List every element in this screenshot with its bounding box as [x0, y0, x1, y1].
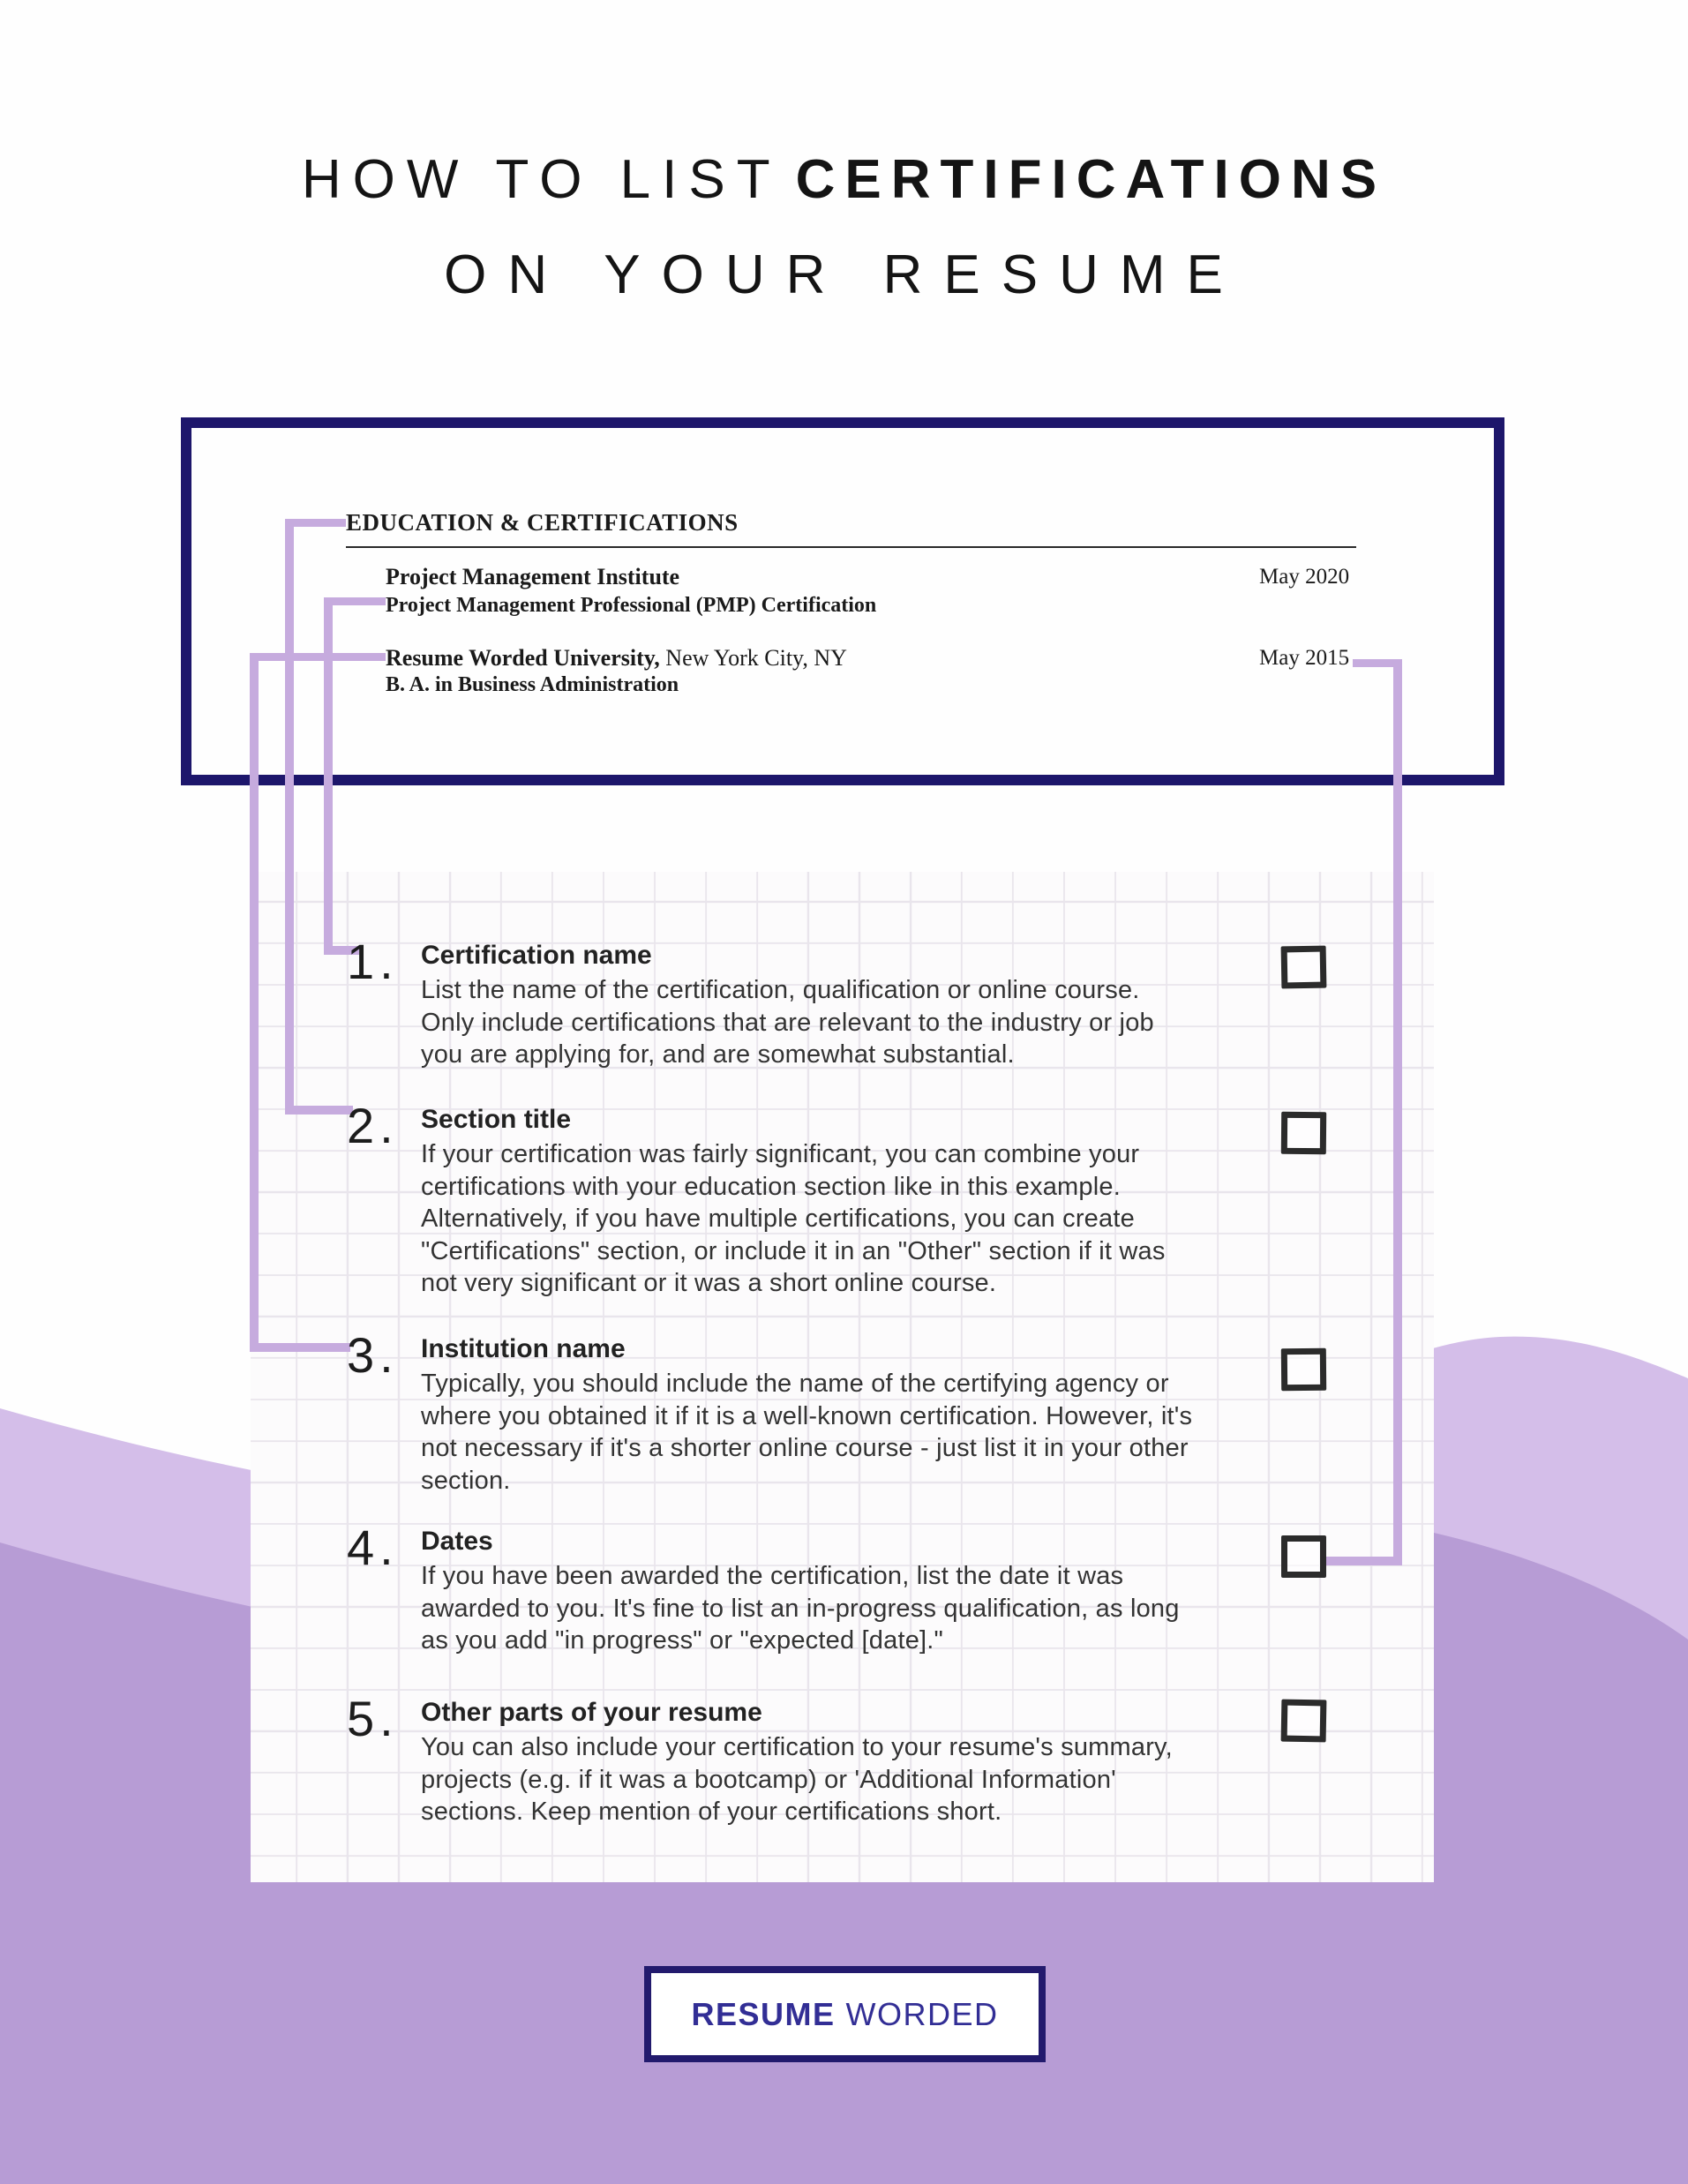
- org-location: New York City, NY: [659, 645, 847, 671]
- checkbox-icon: [1280, 945, 1327, 989]
- step-body-line: not very significant or it was a short o…: [421, 1269, 997, 1298]
- connector-line: [1353, 659, 1402, 667]
- step-body-line: Only include certifications that are rel…: [421, 1008, 1154, 1037]
- checkbox-icon: [1280, 1699, 1327, 1743]
- connector-line: [250, 653, 259, 1352]
- resume-entry-detail: Project Management Professional (PMP) Ce…: [386, 594, 877, 617]
- step-body-line: sections. Keep mention of your certifica…: [421, 1797, 1002, 1827]
- connector-line: [324, 597, 333, 955]
- title-light-part: HOW TO LIST: [301, 149, 782, 210]
- step-number: 2.: [347, 1098, 399, 1153]
- checkbox-icon: [1280, 1111, 1327, 1155]
- connector-line: [285, 519, 294, 1115]
- brand-logo-bold: RESUME: [691, 1995, 836, 2032]
- step-body-line: not necessary if it's a shorter online c…: [421, 1434, 1189, 1463]
- step-body-line: section.: [421, 1466, 511, 1495]
- resume-entry-org: Resume Worded University, New York City,…: [386, 645, 847, 672]
- title-bold-part: CERTIFICATIONS: [795, 149, 1387, 210]
- resume-heading-rule: [346, 546, 1356, 548]
- brand-logo: RESUME WORDED: [644, 1966, 1046, 2062]
- step-heading: Section title: [421, 1105, 572, 1134]
- step-number: 4.: [347, 1520, 399, 1575]
- step-body-line: projects (e.g. if it was a bootcamp) or …: [421, 1765, 1116, 1794]
- connector-line: [294, 519, 346, 527]
- step-body-line: as you add "in progress" or "expected [d…: [421, 1626, 944, 1655]
- step-body-line: Alternatively, if you have multiple cert…: [421, 1205, 1135, 1234]
- step-body-line: awarded to you. It's fine to list an in-…: [421, 1594, 1180, 1623]
- step-body: You can also include your certification …: [421, 1731, 1173, 1828]
- brand-logo-light: WORDED: [845, 1995, 999, 2032]
- step-number: 3.: [347, 1327, 399, 1383]
- connector-line: [324, 946, 359, 955]
- resume-entry-org: Project Management Institute: [386, 564, 679, 590]
- step-body-line: Typically, you should include the name o…: [421, 1370, 1169, 1398]
- grid-paper-panel: [251, 872, 1434, 1882]
- step-number: 1.: [347, 934, 399, 989]
- connector-line: [259, 653, 386, 661]
- checkbox-icon: [1281, 1535, 1326, 1578]
- resume-entry-date: May 2015: [1259, 646, 1350, 670]
- connector-line: [1393, 659, 1402, 1565]
- page-subtitle: ON YOUR RESUME: [444, 244, 1244, 305]
- step-body: List the name of the certification, qual…: [421, 974, 1154, 1071]
- step-body-line: You can also include your certification …: [421, 1733, 1173, 1761]
- connector-line: [285, 1106, 353, 1115]
- step-heading: Dates: [421, 1527, 493, 1556]
- step-body-line: List the name of the certification, qual…: [421, 976, 1140, 1004]
- step-body: If you have been awarded the certificati…: [421, 1560, 1180, 1657]
- resume-section-heading: EDUCATION & CERTIFICATIONS: [346, 509, 739, 536]
- resume-entry-date: May 2020: [1259, 565, 1350, 589]
- org-name: Project Management Institute: [386, 564, 680, 589]
- step-body: If your certification was fairly signifi…: [421, 1138, 1166, 1300]
- connector-line: [1322, 1557, 1402, 1565]
- step-number: 5.: [347, 1691, 399, 1746]
- step-body-line: where you obtained it if it is a well-kn…: [421, 1401, 1193, 1430]
- connector-line: [250, 1343, 350, 1352]
- step-body-line: certifications with your education secti…: [421, 1172, 1121, 1201]
- step-heading: Certification name: [421, 941, 652, 970]
- resume-example-box: EDUCATION & CERTIFICATIONS Project Manag…: [181, 417, 1504, 785]
- step-heading: Institution name: [421, 1334, 626, 1363]
- step-body: Typically, you should include the name o…: [421, 1368, 1192, 1497]
- checkbox-icon: [1280, 1347, 1327, 1392]
- step-body-line: "Certifications" section, or include it …: [421, 1236, 1166, 1265]
- connector-line: [333, 597, 386, 605]
- step-body-line: If you have been awarded the certificati…: [421, 1562, 1124, 1590]
- org-name: Resume Worded University,: [386, 645, 660, 671]
- step-heading: Other parts of your resume: [421, 1698, 762, 1727]
- resume-entry-detail: B. A. in Business Administration: [386, 673, 679, 696]
- page-title: HOW TO LIST CERTIFICATIONS: [0, 148, 1688, 211]
- step-body-line: you are applying for, and are somewhat s…: [421, 1040, 1015, 1069]
- step-body-line: If your certification was fairly signifi…: [421, 1140, 1140, 1168]
